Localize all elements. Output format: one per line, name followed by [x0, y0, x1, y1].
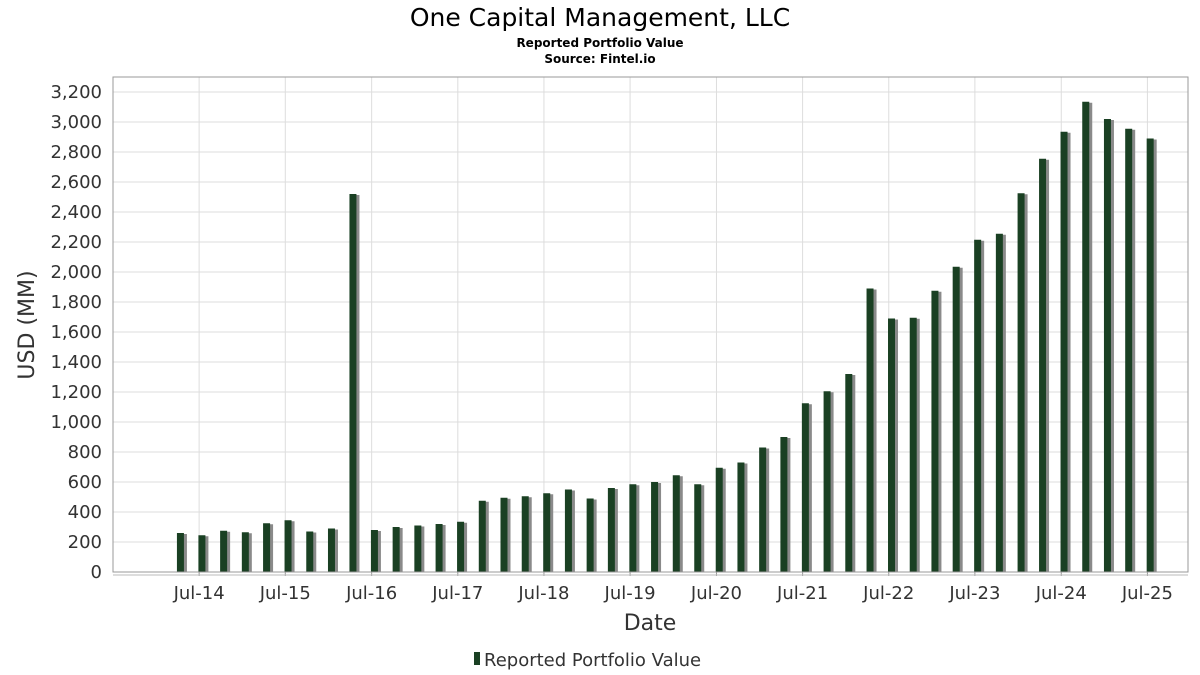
legend: Reported Portfolio Value	[474, 650, 701, 671]
x-tick-label: Jul-23	[948, 583, 1000, 604]
bar	[349, 194, 357, 572]
bar	[306, 531, 314, 572]
bar	[198, 535, 206, 572]
bar	[694, 484, 702, 572]
bar	[521, 496, 529, 572]
bar	[370, 530, 378, 572]
bar	[457, 521, 465, 572]
bar	[737, 462, 745, 572]
bar	[220, 530, 228, 572]
chart-source: Source: Fintel.io	[544, 52, 655, 66]
bar	[543, 493, 551, 572]
y-tick-label: 3,200	[50, 82, 102, 103]
x-tick-label: Jul-21	[776, 583, 828, 604]
x-tick-label: Jul-22	[862, 583, 914, 604]
bar	[866, 288, 874, 572]
bar	[1017, 193, 1025, 572]
bar	[1103, 119, 1111, 572]
bar	[780, 437, 788, 572]
bar	[564, 489, 572, 572]
bar	[176, 533, 184, 572]
bar	[888, 318, 896, 572]
y-tick-label: 800	[68, 442, 102, 463]
bar	[500, 497, 508, 572]
x-tick-label: Jul-15	[259, 583, 311, 604]
bar	[586, 498, 594, 572]
bar	[952, 266, 960, 572]
bar	[1082, 101, 1090, 572]
bar	[241, 532, 249, 572]
x-tick-label: Jul-16	[345, 583, 397, 604]
y-tick-label: 2,800	[50, 142, 102, 163]
bar	[995, 233, 1003, 572]
bar	[845, 374, 853, 572]
bar	[801, 403, 809, 572]
y-tick-label: 1,400	[50, 352, 102, 373]
bar	[823, 391, 831, 572]
bar	[607, 488, 615, 572]
y-tick-label: 1,800	[50, 292, 102, 313]
x-tick-label: Jul-17	[431, 583, 483, 604]
bar	[909, 317, 917, 572]
x-axis-title: Date	[624, 611, 677, 636]
bar	[263, 523, 271, 572]
bar	[672, 475, 680, 572]
y-tick-label: 2,200	[50, 232, 102, 253]
x-tick-label: Jul-24	[1035, 583, 1087, 604]
y-tick-label: 1,000	[50, 412, 102, 433]
bar	[1146, 138, 1154, 572]
y-tick-label: 1,200	[50, 382, 102, 403]
chart-title: One Capital Management, LLC	[410, 3, 790, 32]
bar	[414, 525, 422, 572]
plot-frame	[112, 76, 1189, 573]
x-tick-label: Jul-25	[1121, 583, 1173, 604]
y-tick-label: 2,400	[50, 202, 102, 223]
y-tick-label: 2,000	[50, 262, 102, 283]
bar	[392, 527, 400, 572]
y-tick-label: 2,600	[50, 172, 102, 193]
bar	[1125, 128, 1133, 572]
chart-subtitle: Reported Portfolio Value	[516, 36, 683, 50]
bar	[284, 520, 292, 572]
bar	[931, 290, 939, 572]
x-tick-label: Jul-14	[173, 583, 225, 604]
y-axis-title: USD (MM)	[15, 270, 40, 379]
y-tick-label: 3,000	[50, 112, 102, 133]
x-tick-label: Jul-18	[517, 583, 569, 604]
bar	[974, 239, 982, 572]
bars	[176, 101, 1157, 572]
y-axis: 0 200 400 600 800 1,000 1,200 1,400 1,600 1,800 2,…	[50, 82, 102, 583]
x-tick-label: Jul-19	[604, 583, 656, 604]
bar	[651, 482, 659, 572]
bar	[478, 500, 486, 572]
x-tick-label: Jul-20	[690, 583, 742, 604]
y-tick-label: 600	[68, 472, 102, 493]
x-axis: Jul-14 Jul-15 Jul-16 Jul-17 Jul-18 Jul-19 Jul-…	[113, 572, 1188, 604]
bar	[1060, 131, 1068, 572]
bar	[629, 484, 637, 572]
bar	[1039, 158, 1047, 572]
legend-swatch	[474, 652, 480, 665]
bar	[327, 528, 335, 572]
legend-label: Reported Portfolio Value	[484, 650, 701, 671]
y-tick-label: 200	[68, 532, 102, 553]
y-tick-label: 1,600	[50, 322, 102, 343]
bar	[715, 467, 723, 572]
y-tick-label: 0	[91, 562, 102, 583]
bar	[759, 447, 767, 572]
y-tick-label: 400	[68, 502, 102, 523]
bar	[435, 524, 443, 572]
